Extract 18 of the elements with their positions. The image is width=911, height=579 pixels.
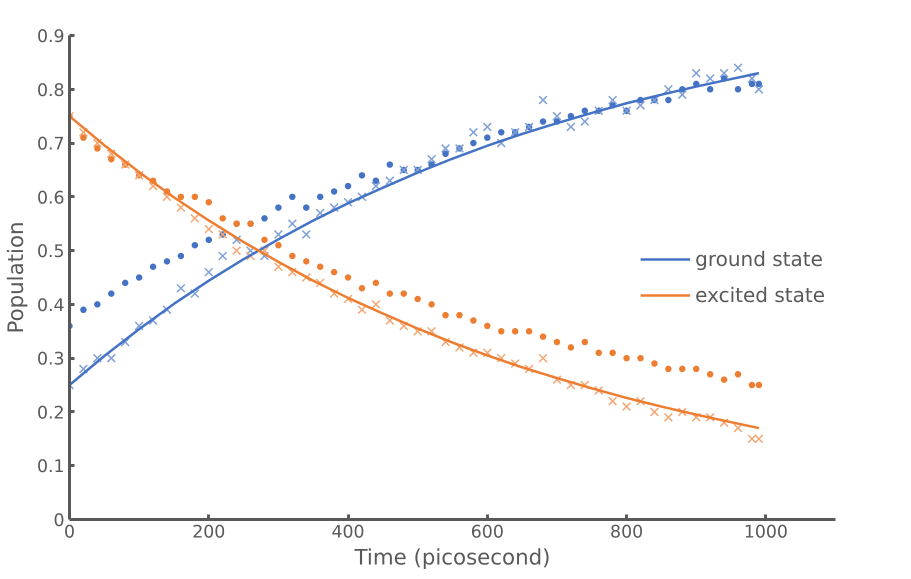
y-tick-label: 0.7 [36, 134, 65, 155]
y-tick-label: 0.5 [36, 242, 65, 262]
y-tick-label: 0.3 [36, 350, 65, 370]
x-tick-label: 1000 [744, 522, 788, 542]
x-axis-title: Time (picosecond) [354, 546, 550, 570]
legend-label: ground state [695, 247, 823, 271]
y-tick-label: 0.6 [36, 188, 65, 208]
legend-label: excited state [695, 283, 825, 307]
y-tick-label: 0.9 [36, 27, 65, 47]
x-tick-label: 200 [192, 522, 226, 542]
y-tick-label: 0.2 [36, 403, 65, 424]
y-axis-title: Population [4, 221, 29, 334]
y-tick-label: 0.4 [36, 296, 65, 316]
x-tick-label: 600 [470, 522, 504, 542]
y-tick-label: 0.1 [36, 457, 65, 478]
y-tick-label: 0.8 [36, 80, 65, 101]
x-tick-label: 800 [610, 522, 644, 542]
x-tick-label: 400 [332, 522, 365, 542]
